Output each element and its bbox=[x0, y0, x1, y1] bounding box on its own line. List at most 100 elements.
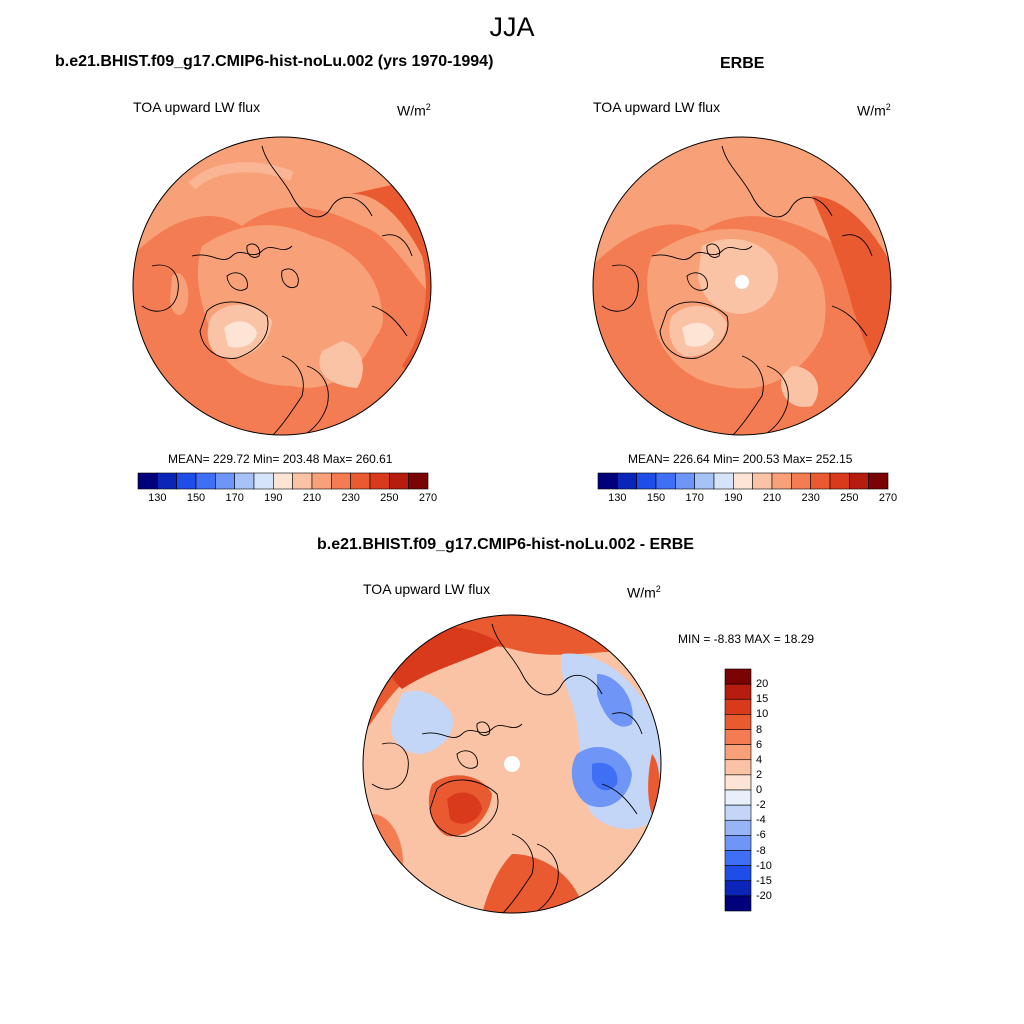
colorbar-swatch bbox=[157, 472, 177, 490]
colorbar-tick-label: -15 bbox=[756, 874, 772, 887]
field-patch-west bbox=[170, 273, 189, 316]
map-boundary bbox=[132, 136, 432, 436]
field-patch-europe bbox=[319, 341, 363, 388]
panel-title-diff: b.e21.BHIST.f09_g17.CMIP6-hist-noLu.002 … bbox=[317, 536, 694, 553]
greenland-core bbox=[224, 321, 257, 348]
coastlines bbox=[601, 145, 873, 435]
colorbar-swatch bbox=[234, 472, 255, 490]
colorbar-swatch bbox=[724, 865, 752, 882]
colorbar-tick-label: 190 bbox=[264, 492, 283, 504]
figure-title: JJA bbox=[489, 12, 535, 42]
colorbar-swatch bbox=[849, 472, 869, 490]
colorbar-tick-label: 10 bbox=[756, 708, 769, 721]
colorbar-swatch bbox=[311, 472, 332, 490]
colorbar-tick-label: -10 bbox=[756, 859, 772, 872]
variable-label-model: TOA upward LW flux bbox=[133, 99, 261, 115]
diff-warm-europe bbox=[482, 854, 582, 913]
colorbar-swatch bbox=[350, 472, 371, 490]
colorbar-swatch bbox=[273, 472, 293, 490]
polar-map-model bbox=[132, 136, 432, 436]
colorbar-tick-label: 230 bbox=[801, 492, 820, 504]
diff-hot-greenland bbox=[447, 792, 482, 824]
map-boundary bbox=[592, 136, 892, 436]
colorbar-labels-model: 130 150 170 190 210 230 250 270 bbox=[138, 492, 437, 508]
coastlines bbox=[141, 145, 413, 435]
colorbar-tick-label: 4 bbox=[756, 753, 763, 766]
colorbar-tick-label: 150 bbox=[646, 492, 666, 504]
colorbar-swatch bbox=[724, 880, 752, 897]
colorbar-tick-label: -4 bbox=[756, 814, 766, 827]
polar-map-obs bbox=[592, 136, 892, 436]
colorbar-tick-label: -20 bbox=[756, 889, 772, 902]
panel-title-obs: ERBE bbox=[720, 55, 765, 72]
colorbar-tick-label: 230 bbox=[341, 492, 360, 504]
colorbar-swatch bbox=[694, 472, 715, 490]
colorbar-swatch bbox=[810, 472, 831, 490]
units-label-model: W/m2 bbox=[397, 102, 431, 119]
field-warm-east bbox=[812, 196, 891, 396]
colorbar-swatch bbox=[724, 819, 752, 836]
colorbar-tick-label: 130 bbox=[148, 492, 167, 504]
colorbar-labels-diff: 20 15 10 8 6 4 2 0 -2 -4 -6 -8 -10 -15 -20 bbox=[756, 669, 796, 911]
colorbar-swatch bbox=[389, 472, 409, 490]
colorbar-swatch bbox=[176, 472, 197, 490]
coastlines bbox=[371, 623, 643, 913]
colorbar-swatch bbox=[771, 472, 792, 490]
colorbar-obs bbox=[597, 472, 889, 490]
colorbar-swatch bbox=[724, 698, 752, 715]
panel-title-model: b.e21.BHIST.f09_g17.CMIP6-hist-noLu.002 … bbox=[55, 53, 494, 70]
colorbar-tick-label: 8 bbox=[756, 723, 763, 736]
field-streak bbox=[188, 162, 294, 190]
colorbar-diff bbox=[724, 668, 752, 912]
variable-label-obs: TOA upward LW flux bbox=[593, 99, 721, 115]
field-patch-siberia bbox=[330, 295, 383, 346]
colorbar-swatch bbox=[408, 472, 429, 490]
colorbar-swatch bbox=[724, 759, 752, 776]
colorbar-swatch bbox=[724, 714, 752, 730]
colorbar-tick-label: -6 bbox=[756, 829, 766, 842]
colorbar-swatch bbox=[724, 729, 752, 745]
colorbar-swatch bbox=[137, 472, 158, 490]
colorbar-swatch bbox=[331, 472, 351, 490]
colorbar-tick-label: 150 bbox=[186, 492, 206, 504]
colorbar-tick-label: -8 bbox=[756, 844, 766, 857]
colorbar-swatch bbox=[724, 835, 752, 851]
colorbar-tick-label: 250 bbox=[840, 492, 859, 504]
colorbar-swatch bbox=[724, 895, 752, 912]
units-label-obs: W/m2 bbox=[857, 102, 891, 119]
colorbar-swatch bbox=[724, 744, 752, 761]
colorbar-swatch bbox=[292, 472, 313, 490]
field-patch-europe bbox=[781, 366, 819, 407]
polar-map-diff bbox=[362, 614, 662, 914]
colorbar-tick-label: 210 bbox=[302, 492, 322, 504]
colorbar-swatch bbox=[724, 668, 752, 685]
colorbar-tick-label: 15 bbox=[756, 693, 769, 706]
colorbar-tick-label: 270 bbox=[878, 492, 898, 504]
colorbar-swatch bbox=[195, 472, 216, 490]
variable-label-diff: TOA upward LW flux bbox=[363, 581, 491, 597]
colorbar-tick-label: -2 bbox=[756, 799, 766, 812]
colorbar-swatch bbox=[724, 789, 752, 806]
colorbar-tick-label: 130 bbox=[608, 492, 627, 504]
colorbar-swatch bbox=[655, 472, 676, 490]
colorbar-tick-label: 270 bbox=[418, 492, 438, 504]
field-warm-east bbox=[342, 176, 431, 396]
colorbar-labels-obs: 130 150 170 190 210 230 250 270 bbox=[598, 492, 897, 508]
units-label-diff: W/m2 bbox=[627, 584, 661, 601]
colorbar-swatch bbox=[369, 472, 390, 490]
colorbar-tick-label: 190 bbox=[724, 492, 743, 504]
polar-hole bbox=[504, 756, 520, 772]
colorbar-swatch bbox=[724, 804, 752, 821]
stats-label-diff: MIN = -8.83 MAX = 18.29 bbox=[678, 632, 815, 646]
colorbar-swatch bbox=[617, 472, 637, 490]
colorbar-swatch bbox=[253, 472, 274, 490]
colorbar-tick-label: 6 bbox=[756, 738, 763, 751]
stats-label-model: MEAN= 229.72 Min= 203.48 Max= 260.61 bbox=[168, 452, 393, 466]
colorbar-swatch bbox=[713, 472, 734, 490]
colorbar-tick-label: 2 bbox=[756, 768, 763, 781]
diff-cool-west bbox=[391, 690, 453, 754]
colorbar-swatch bbox=[724, 683, 752, 700]
colorbar-tick-label: 210 bbox=[762, 492, 782, 504]
colorbar-swatch bbox=[829, 472, 850, 490]
colorbar-swatch bbox=[791, 472, 811, 490]
